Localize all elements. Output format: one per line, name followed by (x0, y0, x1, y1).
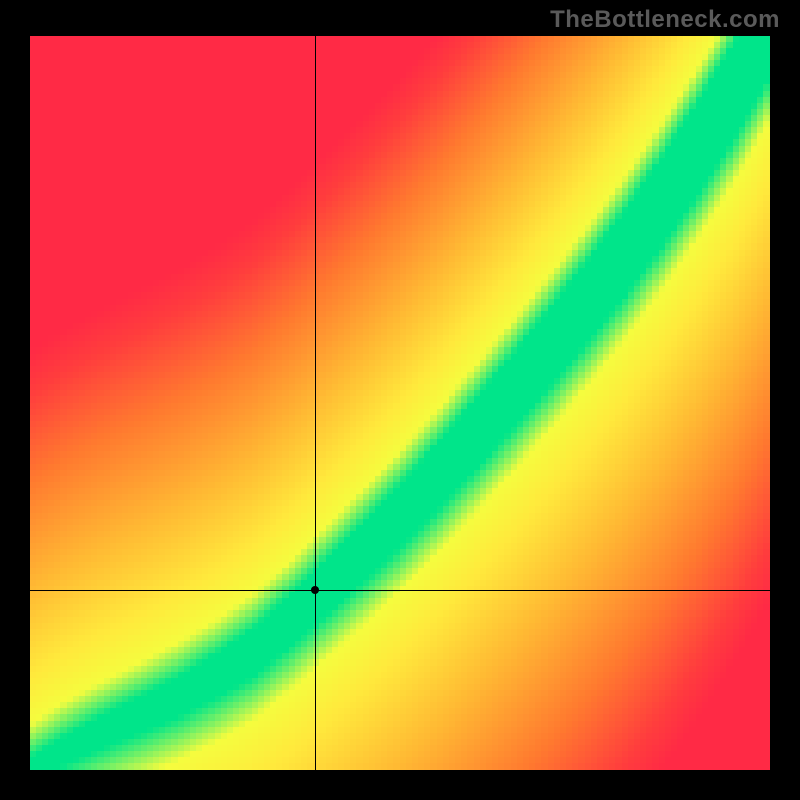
crosshair-vertical (315, 36, 316, 770)
bottleneck-heatmap (30, 36, 770, 770)
chart-container: TheBottleneck.com (0, 0, 800, 800)
crosshair-horizontal (30, 590, 770, 591)
marker-dot (311, 586, 319, 594)
watermark-text: TheBottleneck.com (550, 6, 780, 34)
plot-area (30, 36, 770, 770)
